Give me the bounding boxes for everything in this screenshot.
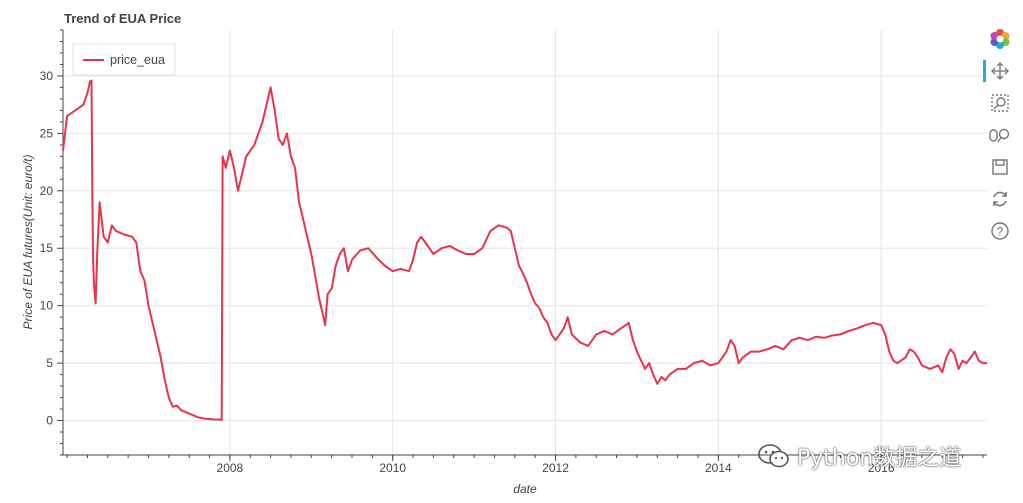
y-tick-label: 25 [40, 126, 54, 140]
y-tick-label: 20 [40, 184, 54, 198]
x-tick-label: 2012 [542, 461, 569, 475]
watermark-text: Python数据之道 [797, 446, 962, 471]
wechat-icon [758, 444, 789, 468]
toolbar: ? [983, 26, 1018, 250]
grid [63, 30, 987, 455]
y-tick-label: 15 [40, 241, 54, 255]
box-zoom-icon[interactable] [986, 90, 1014, 116]
y-tick-label: 5 [46, 356, 53, 370]
wheel-zoom-icon[interactable] [986, 122, 1014, 148]
x-axis: 2008 2010 2012 2014 2016 [63, 454, 987, 475]
plot-area[interactable] [63, 30, 987, 455]
x-tick-label: 2008 [217, 461, 244, 475]
svg-text:?: ? [997, 225, 1004, 239]
x-tick-label: 2010 [379, 461, 406, 475]
y-axis-label: Price of EUA futures(Unit: euro/t) [21, 155, 35, 330]
legend-label: price_eua [110, 53, 165, 67]
x-tick-label: 2014 [705, 461, 732, 475]
help-icon[interactable]: ? [986, 218, 1014, 244]
series-line-price_eua [62, 79, 987, 421]
x-axis-label: date [513, 482, 537, 496]
y-tick-label: 0 [46, 414, 53, 428]
watermark: Python数据之道 [757, 440, 961, 472]
chart-title: Trend of EUA Price [64, 11, 181, 26]
save-icon[interactable] [986, 154, 1014, 180]
x-tick-label: 2016 [868, 461, 895, 475]
y-tick-label: 30 [40, 69, 54, 83]
pan-icon[interactable] [983, 58, 1014, 84]
y-tick-label: 10 [40, 299, 54, 313]
legend: price_eua [72, 43, 176, 76]
bokeh-logo-icon[interactable] [986, 26, 1014, 52]
reset-icon[interactable] [986, 186, 1014, 212]
y-axis: 0 5 10 15 20 25 30 [40, 29, 64, 456]
